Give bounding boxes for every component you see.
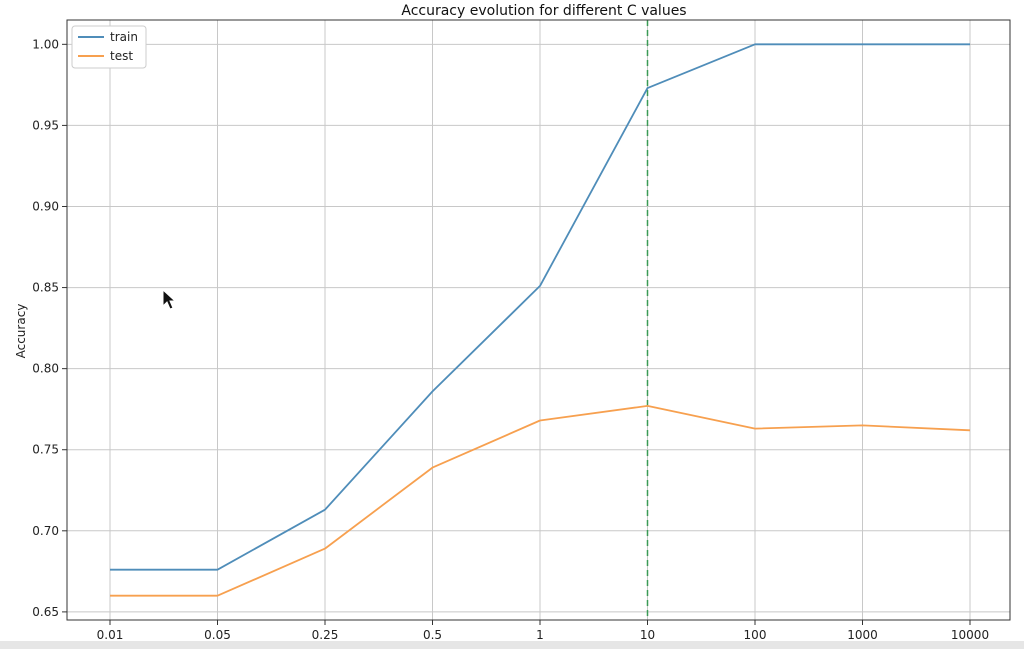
y-tick-label: 0.70 bbox=[32, 524, 59, 538]
x-tick-label: 1000 bbox=[847, 628, 878, 642]
series-group bbox=[110, 43, 971, 597]
y-tick-label: 0.75 bbox=[32, 443, 59, 457]
x-tick-label: 100 bbox=[744, 628, 767, 642]
legend-label-train: train bbox=[110, 30, 138, 44]
y-tick-label: 0.85 bbox=[32, 281, 59, 295]
legend: train test bbox=[71, 25, 147, 69]
x-ticks: 0.01 0.05 0.25 0.5 1 10 100 1000 10000 bbox=[97, 620, 989, 642]
mouse-cursor-icon bbox=[162, 288, 177, 310]
y-tick-label: 0.95 bbox=[32, 118, 59, 132]
plot-frame bbox=[66, 19, 1011, 621]
x-tick-label: 0.5 bbox=[423, 628, 442, 642]
series-line-test bbox=[110, 404, 971, 597]
y-tick-label: 1.00 bbox=[32, 37, 59, 51]
y-tick-label: 0.90 bbox=[32, 199, 59, 213]
x-tick-label: 1 bbox=[536, 628, 544, 642]
y-ticks: 0.65 0.70 0.75 0.80 0.85 0.90 0.95 1.00 bbox=[32, 37, 67, 619]
y-tick-label: 0.80 bbox=[32, 362, 59, 376]
x-tick-label: 10000 bbox=[951, 628, 989, 642]
series-line-train bbox=[110, 43, 970, 571]
x-tick-label: 0.05 bbox=[204, 628, 231, 642]
x-tick-label: 0.01 bbox=[97, 628, 124, 642]
legend-label-test: test bbox=[110, 49, 133, 63]
x-tick-label: 10 bbox=[640, 628, 655, 642]
y-tick-label: 0.65 bbox=[32, 605, 59, 619]
x-tick-label: 0.25 bbox=[312, 628, 339, 642]
chart-title: Accuracy evolution for different C value… bbox=[401, 3, 686, 19]
window-bottom-edge bbox=[0, 641, 1024, 649]
y-axis-label: Accuracy bbox=[14, 304, 28, 359]
grid bbox=[67, 20, 1010, 620]
